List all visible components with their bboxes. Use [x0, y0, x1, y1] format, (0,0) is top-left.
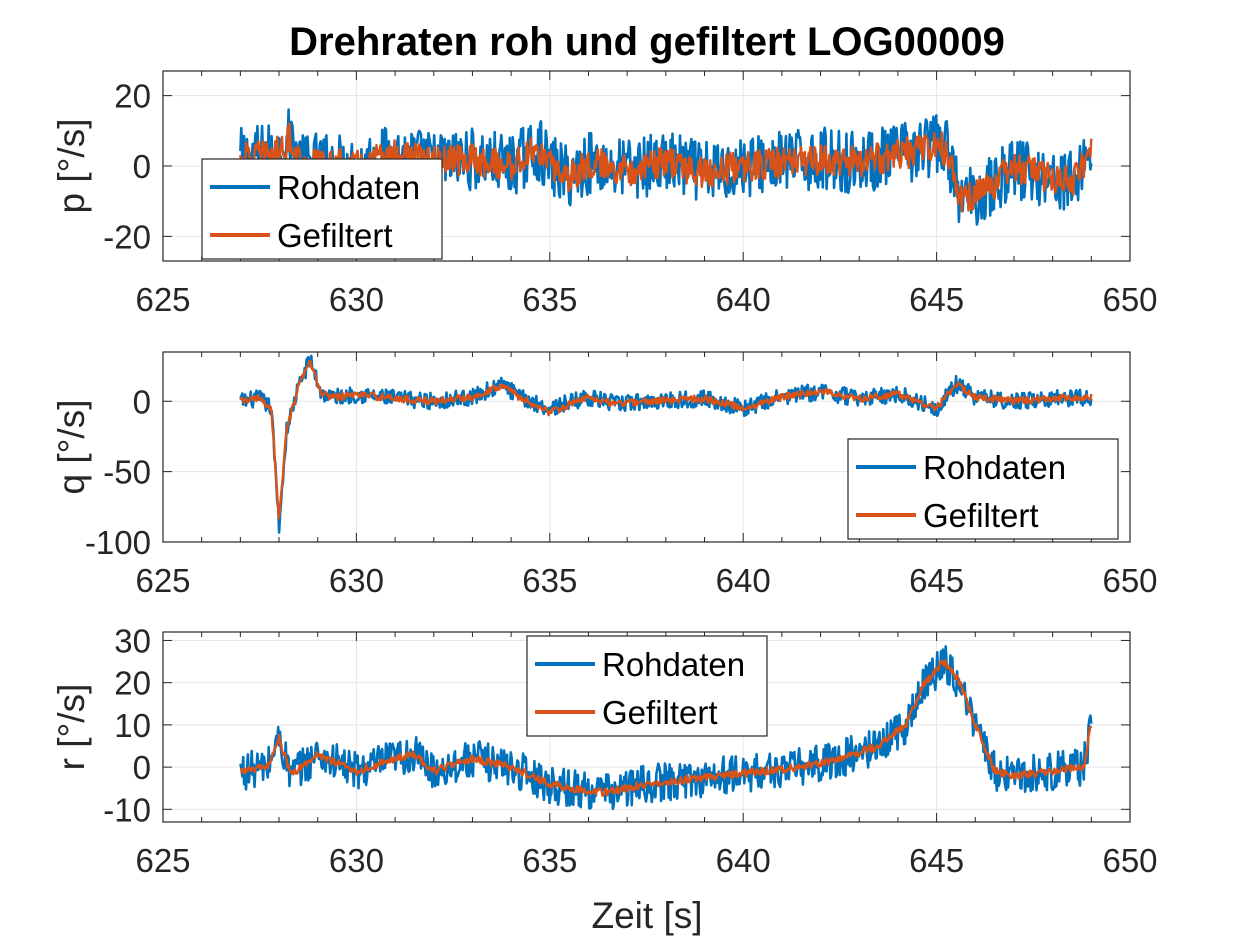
y-tick-label: 0	[133, 148, 151, 185]
x-tick-label: 625	[135, 562, 190, 599]
legend-label-gefiltert: Gefiltert	[602, 694, 718, 731]
y-tick-label: 20	[114, 78, 151, 115]
x-tick-label: 630	[329, 562, 384, 599]
subplot-p: 625 630 635 640 645 650 -20 0 20 p [°/s] Rohdaten G…	[51, 70, 1158, 318]
x-tick-label: 650	[1102, 842, 1157, 879]
y-tick-label: -50	[103, 454, 151, 491]
series-group	[239, 354, 1093, 534]
legend-box	[526, 635, 768, 737]
y-axis-label: q [°/s]	[51, 400, 92, 495]
y-tick-label: 30	[114, 622, 151, 659]
x-tick-label: 625	[135, 842, 190, 879]
x-tick-label: 625	[135, 281, 190, 318]
series-group	[239, 645, 1093, 811]
y-tick-label: 0	[133, 749, 151, 786]
y-axis-label: p [°/s]	[51, 119, 92, 214]
legend-box	[201, 158, 443, 260]
series-line-rohdaten	[239, 354, 1093, 534]
y-tick-label: -100	[85, 524, 151, 561]
x-tick-label: 640	[716, 842, 771, 879]
legend-label-gefiltert: Gefiltert	[923, 497, 1039, 534]
legend: Rohdaten Gefiltert	[201, 158, 443, 260]
legend-box	[847, 438, 1119, 540]
x-tick-label: 635	[522, 562, 577, 599]
axes-box	[162, 631, 1131, 823]
x-tick-label: 650	[1102, 562, 1157, 599]
legend: Rohdaten Gefiltert	[847, 438, 1119, 540]
y-tick-label: -20	[103, 218, 151, 255]
x-tick-label: 635	[522, 842, 577, 879]
y-tick-label: 10	[114, 707, 151, 744]
x-tick-label: 630	[329, 281, 384, 318]
legend-label-gefiltert: Gefiltert	[277, 217, 393, 254]
x-tick-label: 640	[716, 562, 771, 599]
x-tick-label: 645	[909, 281, 964, 318]
subplot-q: 625 630 635 640 645 650 -100 -50 0 q [°/s] Rohdate…	[51, 351, 1158, 599]
legend: Rohdaten Gefiltert	[526, 635, 768, 737]
series-line-gefiltert	[239, 359, 1093, 520]
legend-label-rohdaten: Rohdaten	[602, 646, 745, 683]
y-tick-label: 20	[114, 665, 151, 702]
x-tick-label: 630	[329, 842, 384, 879]
legend-label-rohdaten: Rohdaten	[923, 449, 1066, 486]
x-tick-label: 650	[1102, 281, 1157, 318]
series-line-gefiltert	[239, 659, 1093, 797]
axes-box	[162, 351, 1131, 543]
x-tick-label: 645	[909, 842, 964, 879]
legend-label-rohdaten: Rohdaten	[277, 169, 420, 206]
subplot-r: 625 630 635 640 645 650 -10 0 10 20 30 r [°/s] Rohda…	[51, 622, 1158, 879]
y-axis-label: r [°/s]	[51, 684, 92, 771]
y-tick-label: -10	[103, 791, 151, 828]
figure-title: Drehraten roh und gefiltert LOG00009	[289, 20, 1005, 64]
x-tick-label: 635	[522, 281, 577, 318]
series-line-rohdaten	[239, 645, 1093, 811]
series-line-rohdaten	[239, 108, 1093, 226]
x-tick-label: 640	[716, 281, 771, 318]
x-tick-label: 645	[909, 562, 964, 599]
x-axis-label: Zeit [s]	[591, 895, 702, 936]
y-tick-label: 0	[133, 383, 151, 420]
